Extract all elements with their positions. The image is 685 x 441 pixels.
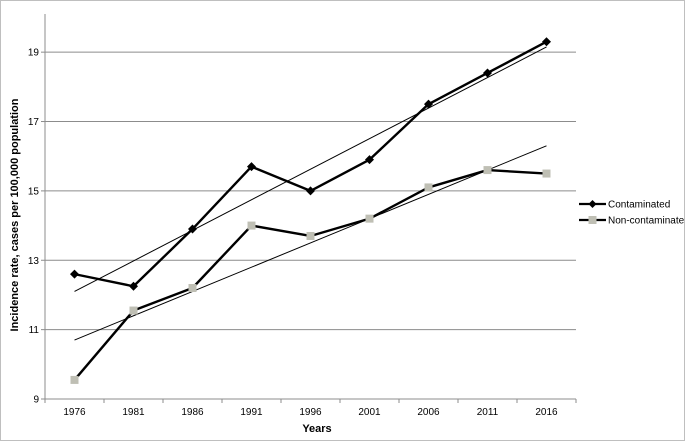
trendlines xyxy=(74,46,547,341)
y-tick-label: 15 xyxy=(28,186,40,197)
x-tick-label: 1986 xyxy=(181,407,204,418)
legend: Contaminated Non-contaminated xyxy=(579,200,684,227)
data-point-non-contaminated xyxy=(188,284,197,293)
x-tick-labels: 1976 1981 1986 1991 1996 2001 2006 2011 2016 xyxy=(63,407,558,418)
y-tick-label: 9 xyxy=(33,395,39,406)
trendline-contaminated xyxy=(74,46,547,292)
y-tick-label: 17 xyxy=(28,117,40,128)
data-point-contaminated xyxy=(483,68,492,78)
data-point-non-contaminated xyxy=(483,166,492,175)
data-point-contaminated xyxy=(365,155,374,165)
data-point-contaminated xyxy=(542,37,551,47)
x-tick-label: 2016 xyxy=(535,407,558,418)
series-line-contaminated xyxy=(74,40,548,288)
data-point-non-contaminated xyxy=(365,214,374,223)
y-tick-label: 19 xyxy=(28,48,40,59)
data-point-non-contaminated xyxy=(424,183,433,192)
legend-square-marker xyxy=(588,216,597,224)
y-tick-label: 11 xyxy=(29,325,40,336)
data-point-non-contaminated xyxy=(129,306,138,315)
legend-item-contaminated: Contaminated xyxy=(579,200,670,211)
data-point-contaminated xyxy=(424,99,433,109)
y-tick-label: 13 xyxy=(28,256,40,267)
data-point-contaminated xyxy=(188,224,197,234)
data-point-contaminated xyxy=(247,162,256,172)
x-axis-title: Years xyxy=(302,423,331,435)
legend-diamond-marker xyxy=(588,200,597,208)
data-point-non-contaminated xyxy=(247,221,256,230)
data-point-non-contaminated xyxy=(70,375,79,384)
x-tick-label: 1991 xyxy=(240,407,263,418)
axes xyxy=(41,14,577,403)
data-point-contaminated xyxy=(70,269,79,279)
legend-label-contaminated: Contaminated xyxy=(608,200,670,211)
data-point-contaminated xyxy=(306,186,315,196)
trendline-non-contaminated xyxy=(74,145,547,341)
x-tick-label: 1996 xyxy=(299,407,322,418)
y-tick-labels: 9 11 13 15 17 19 xyxy=(28,48,40,406)
x-tick-label: 1981 xyxy=(122,407,145,418)
legend-label-non-contaminated: Non-contaminated xyxy=(608,216,684,227)
data-point-non-contaminated xyxy=(306,231,315,240)
data-point-contaminated xyxy=(129,281,138,291)
data-point-non-contaminated xyxy=(542,169,551,178)
y-axis-title: Incidence rate, cases per 100,000 popula… xyxy=(9,98,21,331)
x-tick-label: 2006 xyxy=(417,407,440,418)
x-tick-label: 2001 xyxy=(358,407,381,418)
data-markers xyxy=(70,37,551,384)
legend-item-non-contaminated: Non-contaminated xyxy=(579,216,684,227)
x-tick-label: 1976 xyxy=(63,407,86,418)
x-tick-label: 2011 xyxy=(477,407,499,418)
